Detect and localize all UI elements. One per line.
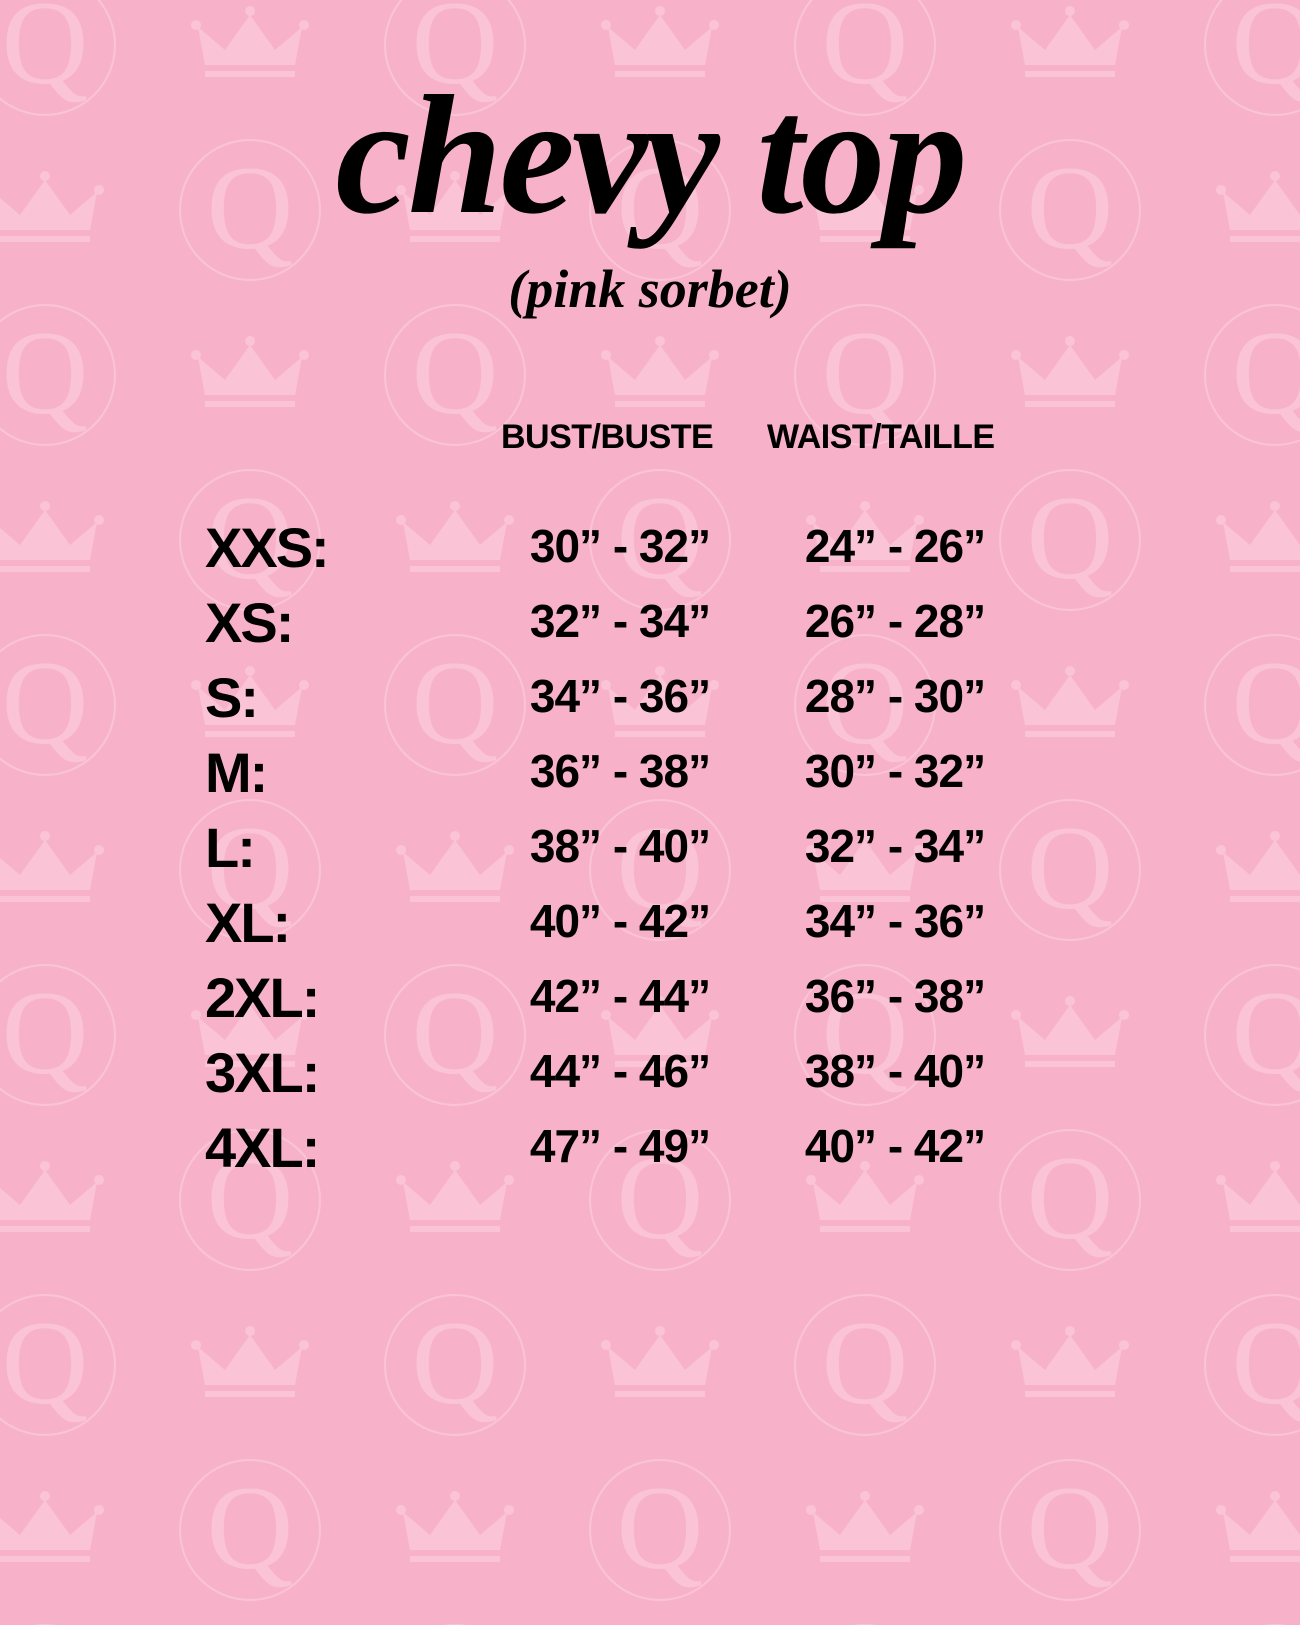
size-label: 4XL: bbox=[205, 1116, 320, 1179]
waist-value: 36” - 38” bbox=[804, 970, 986, 1022]
size-label: L: bbox=[205, 816, 256, 879]
size-label: XXS: bbox=[205, 516, 330, 579]
bust-value: 30” - 32” bbox=[529, 520, 711, 572]
column-header-bust: BUST/BUSTE bbox=[501, 418, 714, 456]
waist-value: 24” - 26” bbox=[804, 520, 986, 572]
bust-value: 38” - 40” bbox=[529, 820, 711, 872]
product-color-subtitle: (pink sorbet) bbox=[508, 259, 792, 319]
waist-value: 40” - 42” bbox=[804, 1120, 986, 1172]
size-label: M: bbox=[205, 741, 268, 804]
bust-value: 44” - 46” bbox=[529, 1045, 711, 1097]
table-row: S: 34” - 36” 28” - 30” bbox=[0, 665, 1300, 729]
bust-value: 42” - 44” bbox=[529, 970, 711, 1022]
table-row: XS: 32” - 34” 26” - 28” bbox=[0, 590, 1300, 654]
size-label: 2XL: bbox=[205, 966, 320, 1029]
bust-value: 32” - 34” bbox=[529, 595, 711, 647]
size-label: S: bbox=[205, 666, 259, 729]
table-row: 3XL: 44” - 46” 38” - 40” bbox=[0, 1040, 1300, 1104]
bust-value: 47” - 49” bbox=[529, 1120, 711, 1172]
waist-value: 26” - 28” bbox=[804, 595, 986, 647]
waist-value: 30” - 32” bbox=[804, 745, 986, 797]
table-row: 2XL: 42” - 44” 36” - 38” bbox=[0, 965, 1300, 1029]
waist-value: 38” - 40” bbox=[804, 1045, 986, 1097]
column-header-waist: WAIST/TAILLE bbox=[767, 418, 995, 456]
table-row: M: 36” - 38” 30” - 32” bbox=[0, 740, 1300, 804]
waist-value: 32” - 34” bbox=[804, 820, 986, 872]
table-row: XL: 40” - 42” 34” - 36” bbox=[0, 890, 1300, 954]
size-label: XS: bbox=[205, 591, 294, 654]
table-row: 4XL: 47” - 49” 40” - 42” bbox=[0, 1115, 1300, 1179]
size-label: XL: bbox=[205, 891, 291, 954]
table-row: XXS: 30” - 32” 24” - 26” bbox=[0, 515, 1300, 579]
waist-value: 28” - 30” bbox=[804, 670, 986, 722]
bust-value: 40” - 42” bbox=[529, 895, 711, 947]
bust-value: 34” - 36” bbox=[529, 670, 711, 722]
bust-value: 36” - 38” bbox=[529, 745, 711, 797]
page-title: chevy top bbox=[335, 61, 967, 249]
size-label: 3XL: bbox=[205, 1041, 320, 1104]
table-row: L: 38” - 40” 32” - 34” bbox=[0, 815, 1300, 879]
waist-value: 34” - 36” bbox=[804, 895, 986, 947]
